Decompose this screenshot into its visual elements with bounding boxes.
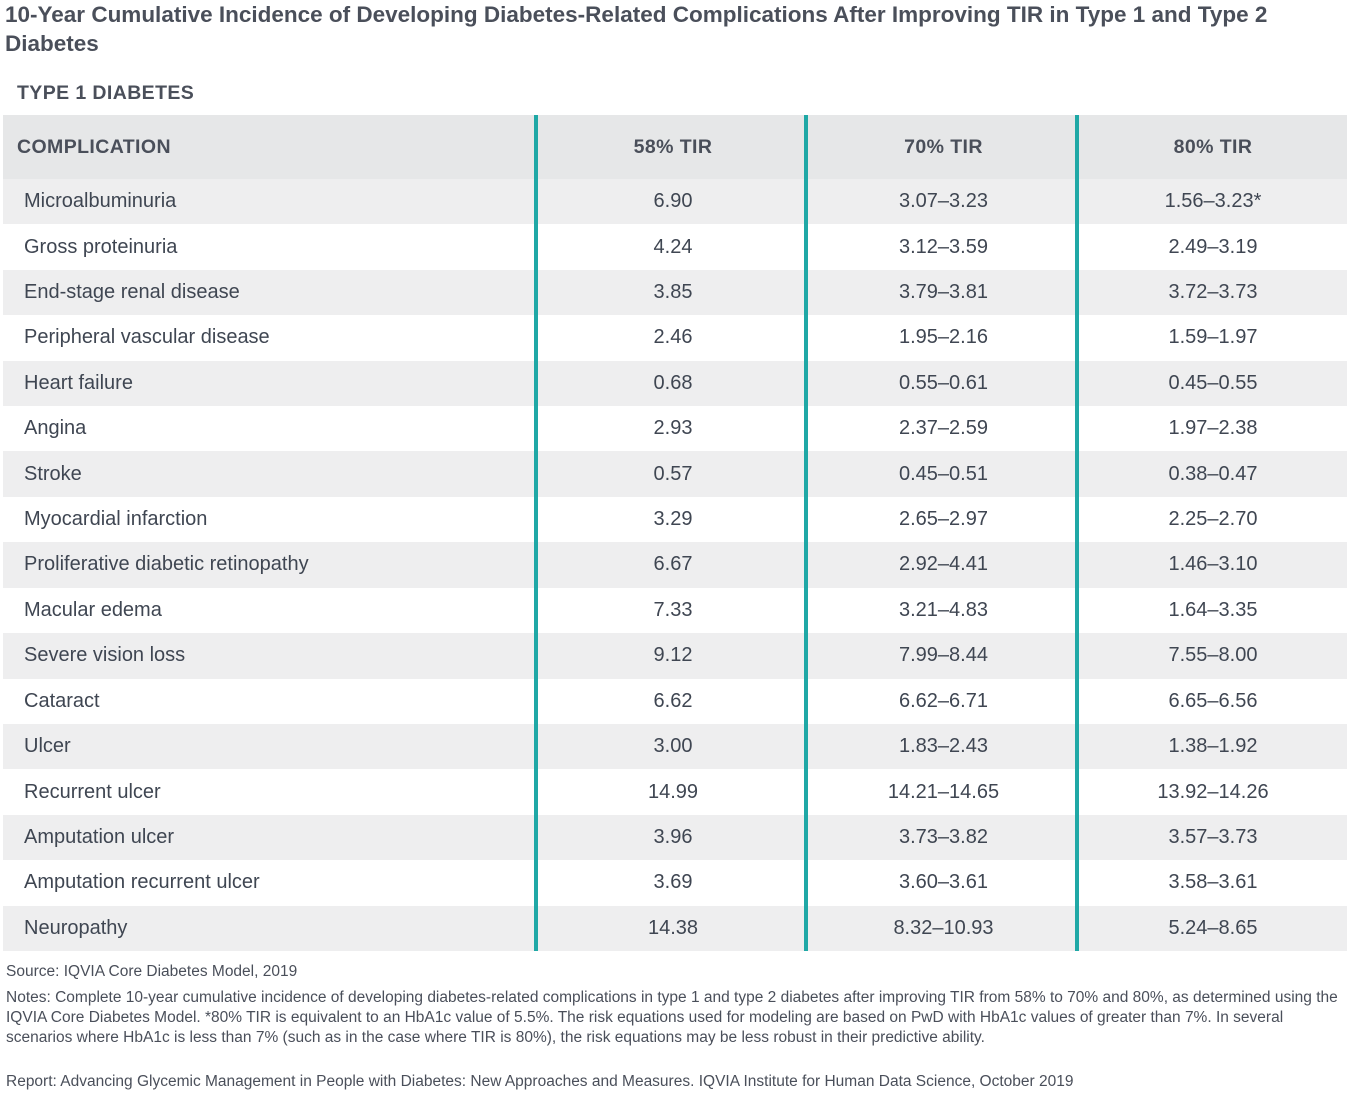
table-row: Neuropathy 14.38 8.32–10.93 5.24–8.65	[3, 905, 1347, 951]
table-row: Stroke 0.57 0.45–0.51 0.38–0.47	[3, 451, 1347, 497]
value-cell: 3.69	[653, 871, 693, 894]
column-header: 58% TIR	[633, 135, 713, 158]
table-row: Peripheral vascular disease 2.46 1.95–2.16…	[3, 315, 1347, 360]
value-cell: 3.79–3.81	[899, 281, 988, 304]
table-row: Macular edema 7.33 3.21–4.83 1.64–3.35	[3, 588, 1347, 633]
value-cell: 1.56–3.23*	[1164, 190, 1262, 213]
value-cell: 4.24	[653, 235, 693, 258]
complication-cell: Proliferative diabetic retinopathy	[24, 553, 309, 576]
complication-cell: Macular edema	[24, 598, 162, 621]
value-cell: 0.68	[653, 371, 693, 394]
value-cell: 6.62	[653, 689, 693, 712]
complication-cell: Neuropathy	[24, 916, 128, 939]
value-cell: 7.33	[653, 598, 693, 621]
value-cell: 1.64–3.35	[1168, 598, 1258, 621]
value-cell: 2.65–2.97	[899, 508, 988, 531]
table-row: Ulcer 3.00 1.83–2.43 1.38–1.92	[3, 723, 1347, 770]
column-header: 80% TIR	[1173, 135, 1253, 158]
complication-cell: Gross proteinuria	[24, 235, 178, 258]
value-cell: 13.92–14.26	[1157, 780, 1269, 803]
complication-cell: Severe vision loss	[24, 644, 186, 667]
value-cell: 0.45–0.55	[1168, 371, 1258, 394]
complication-cell: Angina	[24, 417, 87, 440]
table-row: Myocardial infarction 3.29 2.65–2.97 2.25–2…	[3, 497, 1347, 542]
value-cell: 3.07–3.23	[899, 190, 988, 213]
complication-cell: End-stage renal disease	[24, 281, 240, 304]
value-cell: 3.57–3.73	[1168, 825, 1258, 848]
complication-cell: Stroke	[24, 462, 82, 485]
value-cell: 3.72–3.73	[1168, 281, 1258, 304]
value-cell: 2.49–3.19	[1168, 235, 1258, 258]
value-cell: 1.46–3.10	[1168, 553, 1258, 576]
value-cell: 1.59–1.97	[1168, 326, 1258, 349]
table-row: End-stage renal disease 3.85 3.79–3.81 3.72…	[3, 269, 1347, 316]
table-row: Amputation recurrent ulcer 3.69 3.60–3.61 3…	[3, 860, 1347, 905]
value-cell: 6.67	[653, 553, 693, 576]
complication-cell: Myocardial infarction	[24, 508, 208, 531]
value-cell: 3.85	[653, 281, 693, 304]
value-cell: 3.00	[653, 735, 693, 758]
chart-title: 10-Year Cumulative Incidence of Developi…	[5, 2, 1268, 56]
complication-cell: Ulcer	[24, 735, 71, 758]
column-header: 70% TIR	[904, 135, 983, 158]
value-cell: 3.29	[653, 508, 693, 531]
section-label: TYPE 1 DIABETES	[17, 82, 195, 104]
value-cell: 0.38–0.47	[1168, 462, 1258, 485]
value-cell: 0.57	[653, 462, 693, 485]
value-cell: 3.12–3.59	[899, 235, 988, 258]
value-cell: 0.55–0.61	[899, 371, 988, 394]
complication-cell: Cataract	[24, 689, 100, 712]
value-cell: 5.24–8.65	[1168, 916, 1258, 939]
table-row: Gross proteinuria 4.24 3.12–3.59 2.49–3.19	[3, 224, 1347, 269]
value-cell: 3.21–4.83	[899, 598, 988, 621]
complication-cell: Microalbuminuria	[24, 190, 177, 213]
table-row: Proliferative diabetic retinopathy 6.67 2.…	[3, 542, 1347, 588]
value-cell: 7.99–8.44	[899, 644, 988, 667]
report-citation: Report: Advancing Glycemic Management in…	[6, 1073, 1074, 1090]
column-header: COMPLICATION	[17, 135, 171, 158]
value-cell: 3.73–3.82	[899, 825, 988, 848]
value-cell: 1.38–1.92	[1168, 735, 1258, 758]
column-divider	[534, 115, 538, 951]
value-cell: 6.62–6.71	[899, 689, 988, 712]
notes-text: Notes: Complete 10-year cumulative incid…	[6, 989, 1338, 1046]
value-cell: 6.65–6.56	[1168, 689, 1258, 712]
value-cell: 14.38	[647, 916, 699, 939]
value-cell: 2.46	[653, 326, 693, 349]
table-row: Recurrent ulcer 14.99 14.21–14.65 13.92–14.…	[3, 769, 1347, 814]
table-row: Microalbuminuria 6.90 3.07–3.23 1.56–3.23*	[3, 179, 1347, 225]
value-cell: 3.60–3.61	[899, 871, 988, 894]
complication-cell: Heart failure	[24, 371, 133, 394]
value-cell: 3.58–3.61	[1168, 871, 1258, 894]
value-cell: 2.25–2.70	[1168, 508, 1258, 531]
value-cell: 14.99	[647, 780, 699, 803]
value-cell: 8.32–10.93	[893, 916, 994, 939]
value-cell: 1.95–2.16	[899, 326, 988, 349]
data-table: COMPLICATION 58% TIR 70% TIR 80% TIR Mic…	[3, 115, 1347, 951]
value-cell: 7.55–8.00	[1168, 644, 1258, 667]
value-cell: 1.83–2.43	[899, 735, 988, 758]
table-row: Amputation ulcer 3.96 3.73–3.82 3.57–3.73	[3, 814, 1347, 861]
column-divider	[804, 115, 808, 951]
value-cell: 2.92–4.41	[899, 553, 988, 576]
complication-cell: Recurrent ulcer	[24, 780, 161, 803]
value-cell: 1.97–2.38	[1168, 417, 1258, 440]
value-cell: 0.45–0.51	[899, 462, 988, 485]
value-cell: 3.96	[653, 825, 693, 848]
value-cell: 14.21–14.65	[887, 780, 1000, 803]
source-note: Source: IQVIA Core Diabetes Model, 2019	[6, 963, 298, 980]
value-cell: 2.93	[653, 417, 693, 440]
value-cell: 9.12	[653, 644, 693, 667]
table-row: Angina 2.93 2.37–2.59 1.97–2.38	[3, 406, 1347, 451]
table-row: Cataract 6.62 6.62–6.71 6.65–6.56	[3, 679, 1347, 724]
table-row: Heart failure 0.68 0.55–0.61 0.45–0.55	[3, 360, 1347, 407]
column-divider	[1075, 115, 1079, 951]
complication-cell: Amputation recurrent ulcer	[24, 871, 260, 894]
table-header-row: COMPLICATION 58% TIR 70% TIR 80% TIR	[3, 115, 1347, 179]
value-cell: 6.90	[653, 190, 693, 213]
table-row: Severe vision loss 9.12 7.99–8.44 7.55–8.00	[3, 633, 1347, 679]
complication-cell: Amputation ulcer	[24, 825, 175, 848]
value-cell: 2.37–2.59	[899, 417, 988, 440]
complication-cell: Peripheral vascular disease	[24, 326, 270, 349]
